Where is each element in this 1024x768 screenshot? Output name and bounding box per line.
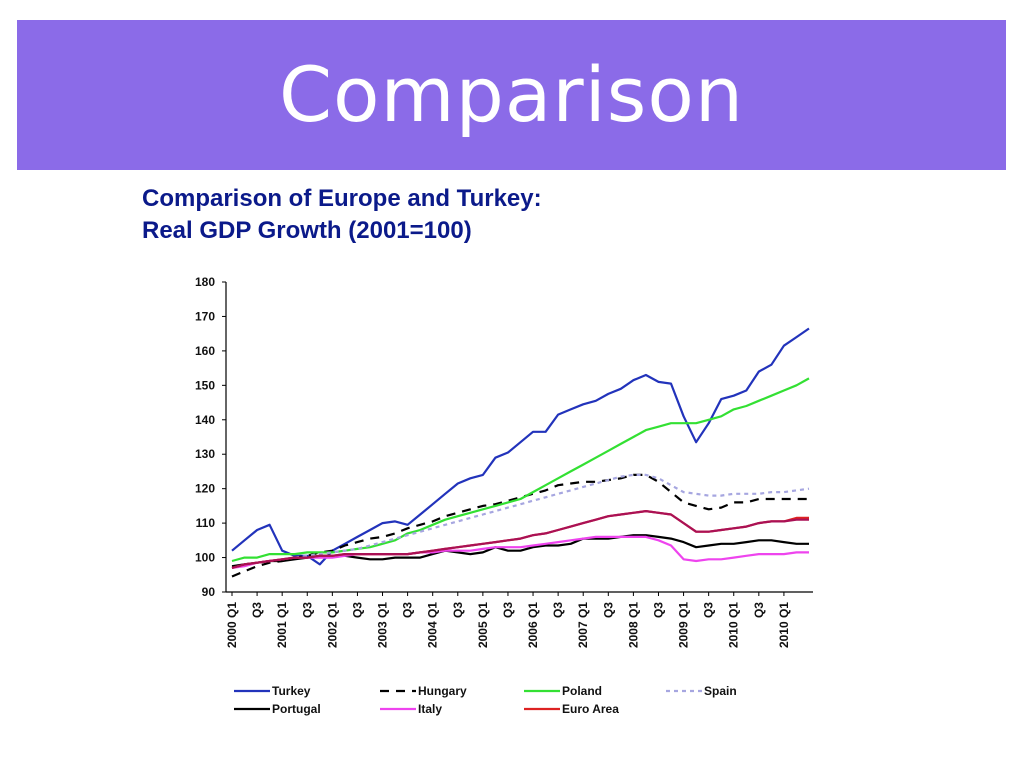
y-tick-label: 100 xyxy=(195,551,215,565)
series-line-spain xyxy=(231,473,810,569)
x-tick-label: Q3 xyxy=(651,602,665,618)
legend-label-portugal: Portugal xyxy=(272,702,321,716)
x-tick-label: 2010 Q1 xyxy=(777,602,791,648)
x-tick-label: 2009 Q1 xyxy=(677,602,691,648)
x-tick-label: Q3 xyxy=(451,602,465,618)
series-line-italy xyxy=(231,535,809,569)
x-tick-label: 2001 Q1 xyxy=(275,602,289,648)
y-tick-label: 120 xyxy=(195,482,215,496)
x-tick-label: Q3 xyxy=(752,602,766,618)
series-line-portugal xyxy=(231,534,809,568)
legend-label-poland: Poland xyxy=(562,684,602,698)
x-tick-label: Q3 xyxy=(250,602,264,618)
y-tick-label: 110 xyxy=(196,516,216,530)
slide-title: Comparison xyxy=(278,50,745,139)
y-tick-label: 130 xyxy=(195,447,215,461)
x-tick-label: 2003 Q1 xyxy=(376,602,390,648)
legend-label-spain: Spain xyxy=(704,684,737,698)
legend-label-hungary: Hungary xyxy=(418,684,467,698)
x-tick-label: 2000 Q1 xyxy=(225,602,239,648)
y-tick-label: 160 xyxy=(195,344,215,358)
y-tick-label: 150 xyxy=(195,378,215,392)
x-tick-label: 2006 Q1 xyxy=(526,602,540,648)
y-tick-label: 140 xyxy=(195,413,215,427)
x-tick-label: 2002 Q1 xyxy=(325,602,339,648)
x-tick-label: Q3 xyxy=(551,602,565,618)
x-tick-label: 2004 Q1 xyxy=(426,602,440,648)
y-tick-label: 90 xyxy=(202,585,216,599)
series-line-hungary xyxy=(231,473,809,578)
x-tick-label: Q3 xyxy=(350,602,364,618)
x-tick-label: 2007 Q1 xyxy=(576,602,590,648)
legend-label-euro-area: Euro Area xyxy=(562,702,619,716)
y-tick-label: 170 xyxy=(195,309,215,323)
series-line-euro-area-2 xyxy=(231,510,809,569)
x-tick-label: 2008 Q1 xyxy=(626,602,640,648)
x-tick-label: 2010 Q1 xyxy=(727,602,741,648)
chart-title-line-2: Real GDP Growth (2001=100) xyxy=(142,217,472,244)
legend-label-italy: Italy xyxy=(418,702,442,716)
chart-title: Comparison of Europe and Turkey: Real GD… xyxy=(142,183,542,247)
legend-label-turkey: Turkey xyxy=(272,684,311,698)
x-tick-label: Q3 xyxy=(702,602,716,618)
x-tick-label: Q3 xyxy=(300,602,314,618)
title-banner: Comparison xyxy=(17,20,1006,170)
x-tick-label: Q3 xyxy=(501,602,515,618)
y-tick-label: 180 xyxy=(195,275,215,289)
x-tick-label: 2005 Q1 xyxy=(476,602,490,648)
series-line-poland xyxy=(231,377,810,563)
chart-title-line-1: Comparison of Europe and Turkey: xyxy=(142,185,542,212)
x-tick-label: Q3 xyxy=(401,602,415,618)
x-tick-label: Q3 xyxy=(601,602,615,618)
